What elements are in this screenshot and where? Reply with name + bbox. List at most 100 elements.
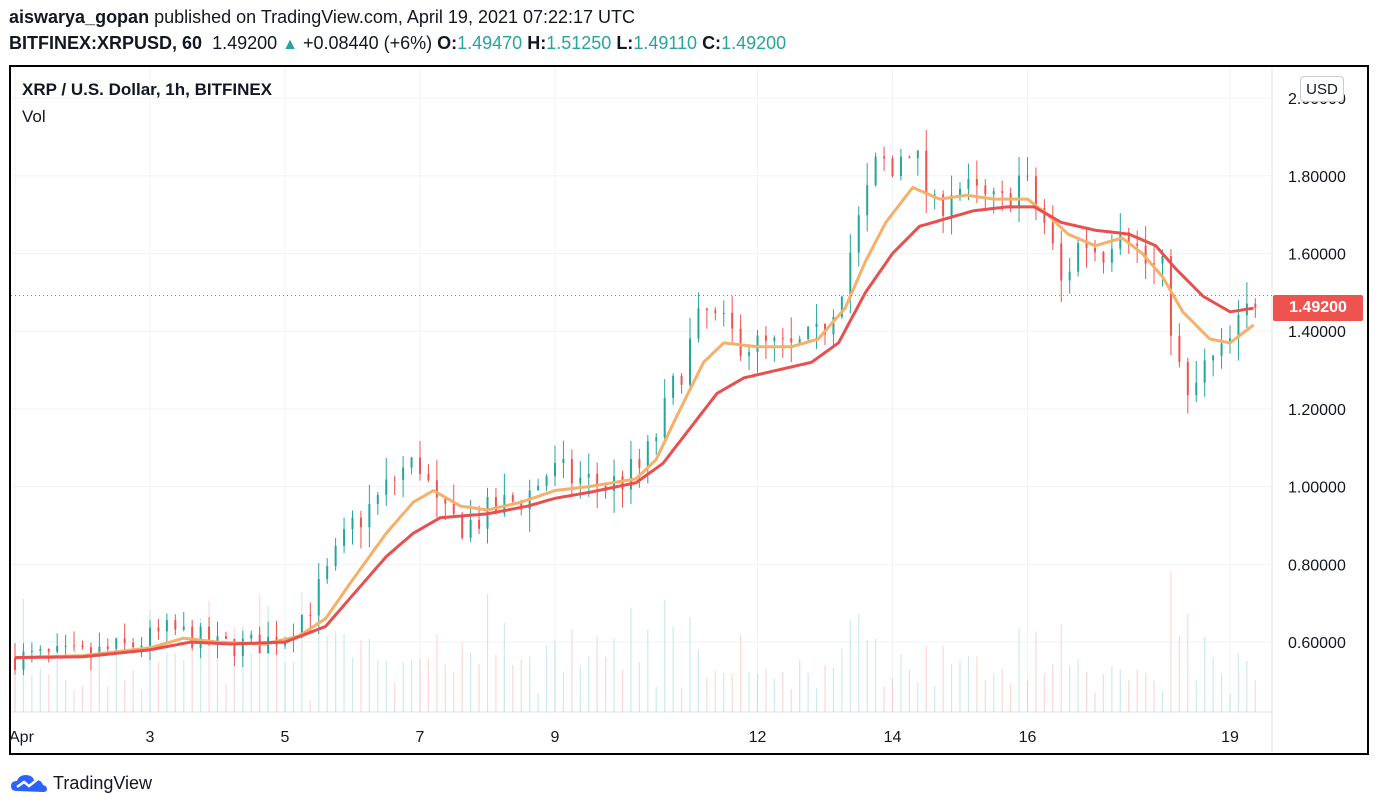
candle-body <box>621 476 624 490</box>
brand-name: TradingView <box>53 772 153 793</box>
volume-bar <box>174 653 176 712</box>
candle-body <box>975 179 978 186</box>
candle-body <box>351 517 354 530</box>
candle-body <box>1169 256 1172 336</box>
volume-bar <box>891 678 894 712</box>
candle-body <box>891 158 894 176</box>
volume-bar <box>402 662 404 712</box>
candle-body <box>1144 245 1147 264</box>
candle-body <box>722 312 725 314</box>
candle-body <box>224 636 227 639</box>
candle-body <box>326 566 329 580</box>
candle-body <box>1094 247 1096 253</box>
candle-body <box>764 335 767 341</box>
candle-body <box>98 646 101 656</box>
volume-bar <box>562 671 565 712</box>
volume-legend[interactable]: Vol <box>22 107 46 126</box>
volume-bar <box>486 593 489 712</box>
volume-bar <box>1026 680 1029 712</box>
candle-body <box>1051 222 1054 244</box>
volume-bar <box>1069 665 1071 712</box>
volume-bar <box>824 664 826 712</box>
publish-date: published on TradingView.com, April 19, … <box>154 7 636 27</box>
candle-body <box>461 514 464 539</box>
candle-body <box>798 339 801 343</box>
candle-body <box>73 645 76 647</box>
candle-body <box>182 626 185 630</box>
x-tick-label: 12 <box>749 729 767 746</box>
candle-body <box>638 459 641 468</box>
volume-bar <box>318 572 320 712</box>
candle-body <box>849 252 852 297</box>
volume-bar <box>790 688 792 712</box>
candle-body <box>554 463 556 477</box>
volume-bar <box>993 673 995 712</box>
candle-body <box>959 188 961 196</box>
currency-badge[interactable]: USD <box>1300 76 1344 102</box>
candle-body <box>545 476 548 486</box>
volume-bar <box>410 660 413 712</box>
last-price: 1.49200 <box>212 33 278 53</box>
volume-bar <box>309 700 311 712</box>
volume-bar <box>200 617 202 712</box>
candle-body <box>208 626 211 644</box>
volume-bar <box>326 635 328 712</box>
candle-body <box>874 156 877 186</box>
volume-bar <box>1195 680 1197 712</box>
volume-bar <box>225 683 227 712</box>
volume-bar <box>1102 674 1105 712</box>
volume-bar <box>233 628 235 712</box>
volume-bar <box>157 662 160 712</box>
volume-bar <box>638 662 640 712</box>
candle-body <box>191 626 194 648</box>
author-name[interactable]: aiswarya_gopan <box>9 7 150 27</box>
volume-bar <box>31 674 33 712</box>
volume-bar <box>335 630 337 712</box>
y-tick-label: 1.60000 <box>1288 247 1346 264</box>
candle-body <box>1119 232 1122 249</box>
volume-bar <box>1237 653 1240 712</box>
candle-body <box>1026 175 1029 177</box>
volume-bar <box>1128 679 1130 712</box>
candle-body <box>233 638 236 656</box>
candle-body <box>309 614 312 616</box>
candle-body <box>216 636 219 644</box>
candle-body <box>1068 271 1071 281</box>
volume-bar <box>149 609 151 712</box>
candle-body <box>1018 175 1021 208</box>
candle-body <box>241 638 244 656</box>
chart-legend-title[interactable]: XRP / U.S. Dollar, 1h, BITFINEX <box>22 80 273 99</box>
volume-bar <box>672 626 674 712</box>
candle-body <box>739 328 742 356</box>
candle-body <box>857 215 860 253</box>
y-tick-label: 1.20000 <box>1288 402 1346 419</box>
volume-bar <box>1170 572 1172 712</box>
candle-body <box>14 657 16 670</box>
volume-bar <box>1094 692 1096 712</box>
volume-bar <box>621 669 624 712</box>
candle-body <box>596 473 599 487</box>
candle-body <box>1136 243 1139 246</box>
candle-body <box>165 620 168 632</box>
candle-body <box>1127 232 1130 244</box>
volume-bar <box>807 673 809 712</box>
high-value: 1.51250 <box>546 33 612 53</box>
chart-frame <box>9 65 1369 755</box>
volume-bar <box>427 658 430 712</box>
volume-bar <box>571 628 573 712</box>
footer-brand[interactable]: TradingView <box>9 771 152 795</box>
volume-bar <box>756 673 759 712</box>
candle-body <box>950 195 953 216</box>
candle-body <box>562 458 565 464</box>
candle-body <box>89 647 92 656</box>
volume-bar <box>680 687 683 712</box>
candle-body <box>1254 303 1257 308</box>
candle-body <box>132 642 135 648</box>
candle-body <box>1220 343 1223 356</box>
up-triangle-icon: ▲ <box>282 36 298 53</box>
volume-bar <box>461 642 463 712</box>
ohlc-summary: BITFINEX:XRPUSD, 60 1.49200 ▲ +0.08440 (… <box>9 33 786 54</box>
x-tick-label: 14 <box>884 729 902 746</box>
candle-body <box>933 194 936 196</box>
